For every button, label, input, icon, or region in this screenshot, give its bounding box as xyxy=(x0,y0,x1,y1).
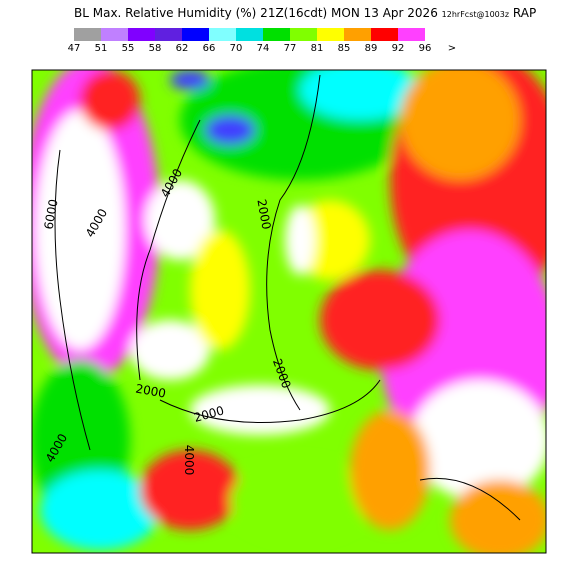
legend-item: 85 xyxy=(338,28,371,58)
contour-label: 6000 xyxy=(42,198,61,231)
legend-label: 51 xyxy=(94,43,108,54)
contour-label: 2000 xyxy=(134,382,167,401)
legend-swatch xyxy=(452,28,479,41)
legend-label: 58 xyxy=(148,43,162,54)
legend-label: 62 xyxy=(175,43,189,54)
legend-item: 47 xyxy=(68,28,101,58)
model-name: RAP xyxy=(512,6,537,20)
legend-item: 74 xyxy=(257,28,290,58)
title-row: BL Max. Relative Humidity (%) 21Z(16cdt)… xyxy=(74,6,536,20)
legend-label: 55 xyxy=(121,43,135,54)
legend-item: 77 xyxy=(284,28,317,58)
legend-item: 66 xyxy=(203,28,236,58)
legend-swatch xyxy=(101,28,128,41)
legend-label: 96 xyxy=(418,43,432,54)
legend-swatch xyxy=(263,28,290,41)
legend-swatch xyxy=(155,28,182,41)
legend-swatch xyxy=(128,28,155,41)
legend-label: 47 xyxy=(67,43,81,54)
legend-item: 96 xyxy=(419,28,452,58)
legend-label: 74 xyxy=(256,43,270,54)
legend-label: 77 xyxy=(283,43,297,54)
contour-label: 4000 xyxy=(182,445,196,476)
legend-swatch xyxy=(209,28,236,41)
legend-label: > xyxy=(447,43,457,54)
legend-swatch xyxy=(425,28,452,41)
contour-label: 2000 xyxy=(254,198,273,231)
legend-label: 66 xyxy=(202,43,216,54)
legend-label: 70 xyxy=(229,43,243,54)
contour-line xyxy=(419,477,521,521)
legend-item: 70 xyxy=(230,28,263,58)
legend-swatch xyxy=(182,28,209,41)
legend-item: 58 xyxy=(149,28,182,58)
contour-line xyxy=(136,119,201,381)
legend-swatch xyxy=(317,28,344,41)
legend-swatch xyxy=(371,28,398,41)
legend-swatch xyxy=(398,28,425,41)
map-frame xyxy=(31,69,547,554)
legend-swatch xyxy=(344,28,371,41)
legend-item: 55 xyxy=(122,28,155,58)
legend-swatch xyxy=(236,28,263,41)
map-title: BL Max. Relative Humidity (%) 21Z(16cdt)… xyxy=(74,6,438,20)
legend-label: 89 xyxy=(364,43,378,54)
color-legend: 47 51 55 58 62 66 70 74 77 81 85 89 92 96 > xyxy=(68,28,479,58)
legend-label: 81 xyxy=(310,43,324,54)
contour-line xyxy=(159,379,381,423)
legend-item: > xyxy=(448,28,479,58)
contours xyxy=(54,74,521,521)
legend-item: 92 xyxy=(392,28,425,58)
legend-swatch xyxy=(290,28,317,41)
legend-label: 92 xyxy=(391,43,405,54)
legend-item: 51 xyxy=(95,28,128,58)
legend-swatch xyxy=(74,28,101,41)
legend-label: 85 xyxy=(337,43,351,54)
legend-item: 62 xyxy=(176,28,209,58)
forecast-info: 12hrFcst@1003z xyxy=(441,10,510,19)
legend-item: 81 xyxy=(311,28,344,58)
contour-line xyxy=(54,149,91,451)
humidity-field xyxy=(32,70,546,553)
contour-line xyxy=(266,74,321,411)
legend-item: 89 xyxy=(365,28,398,58)
